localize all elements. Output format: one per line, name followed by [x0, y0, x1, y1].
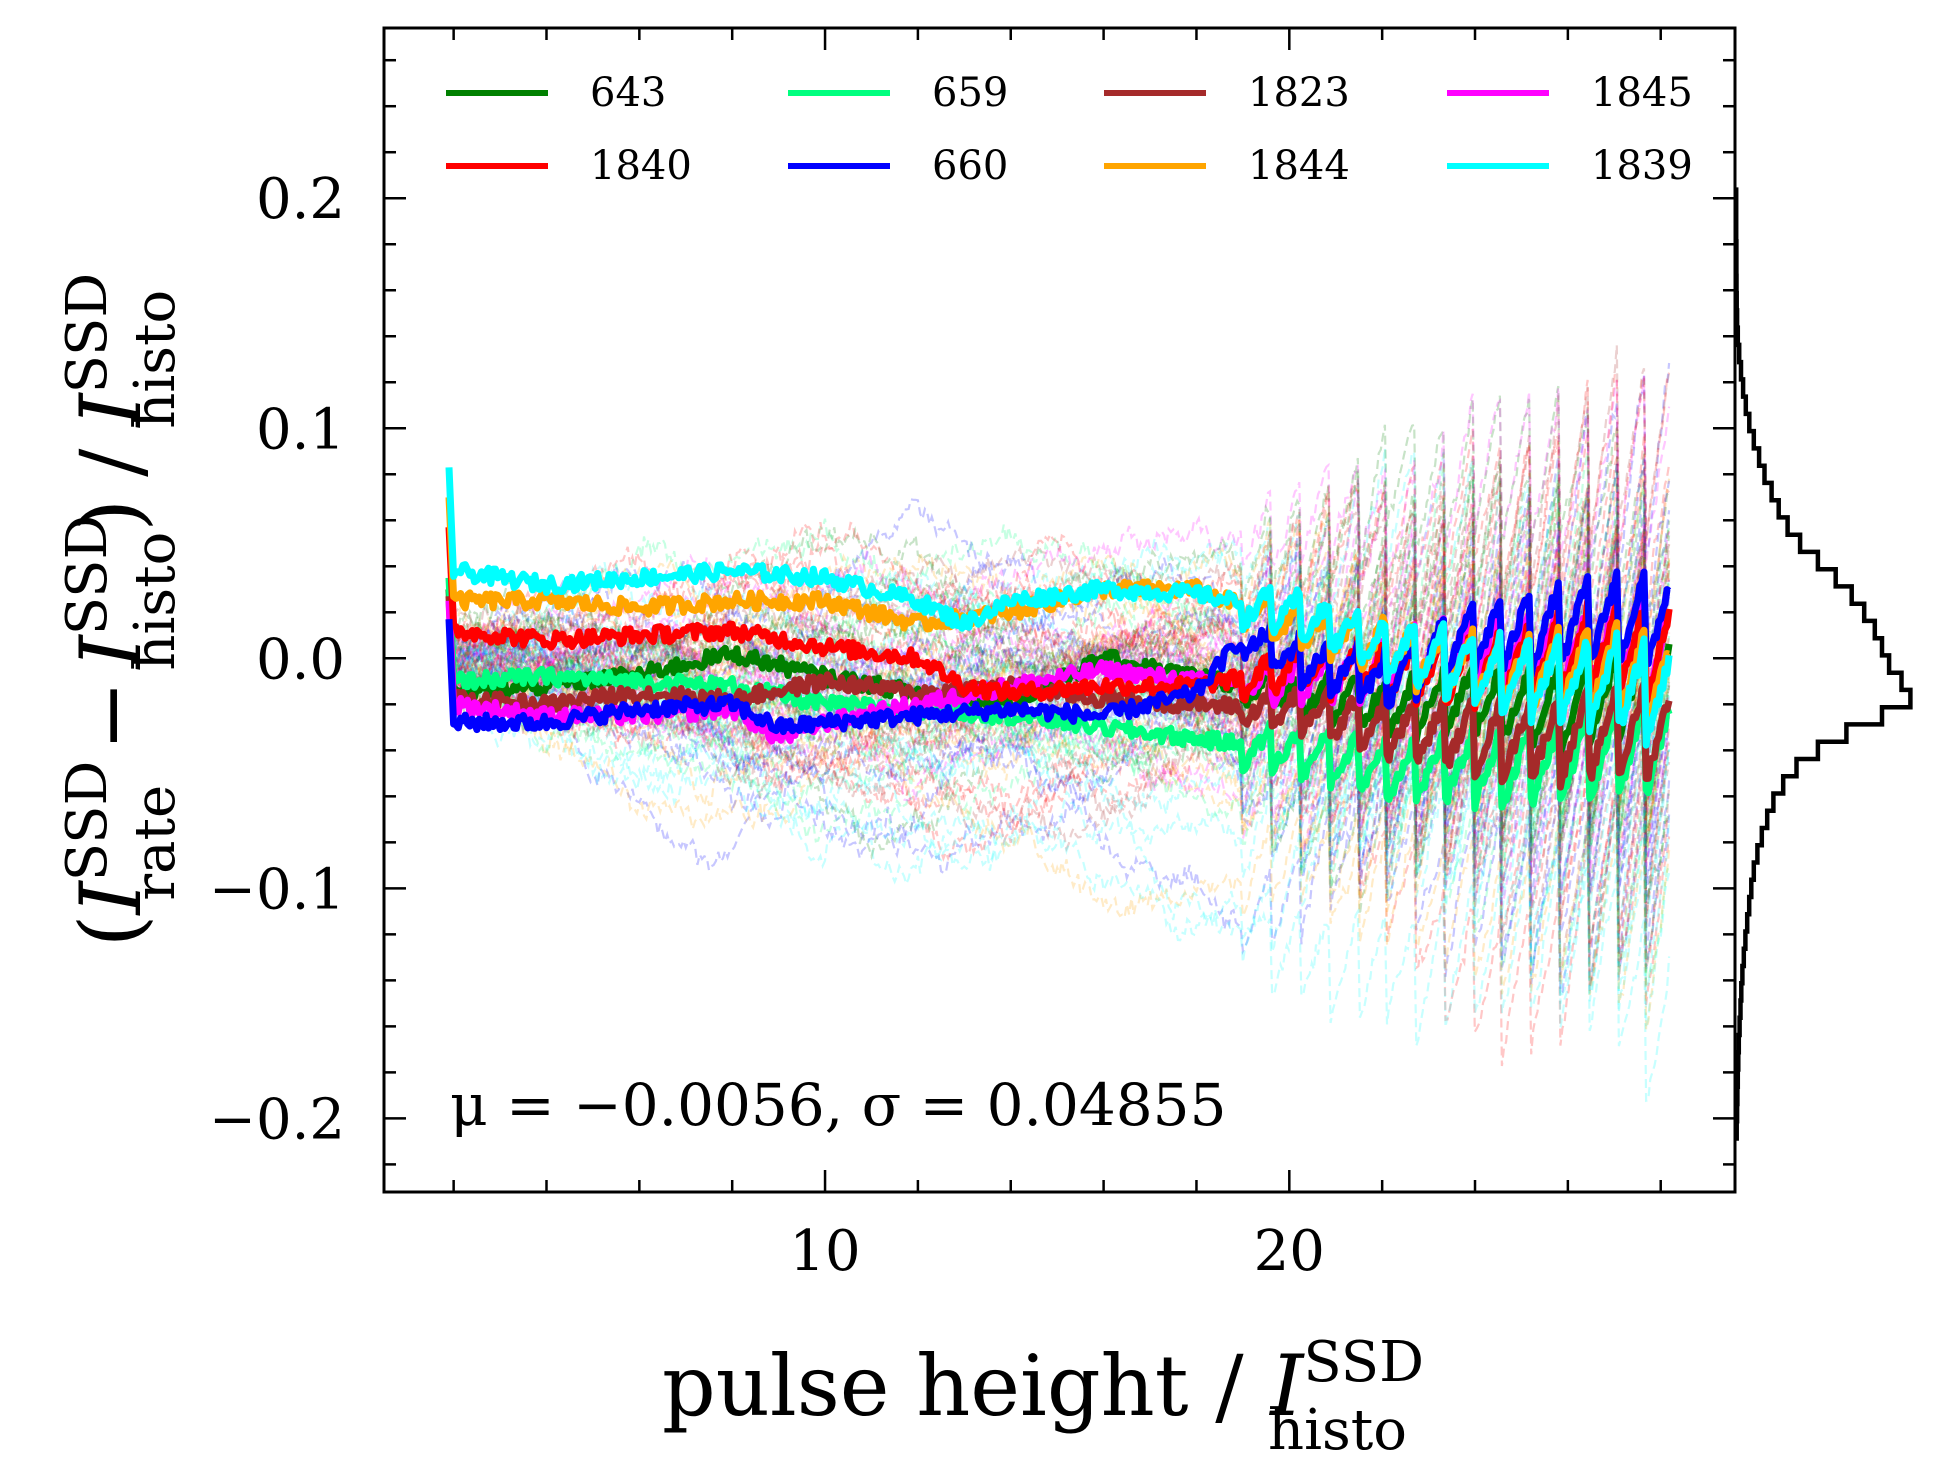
y-tick-label: −0.1: [209, 857, 345, 922]
background-trace: [447, 447, 1670, 726]
x-axis-label: pulse height / ISSD histo: [662, 1330, 1424, 1463]
axis-ticks: [384, 28, 1735, 1192]
x-label-sub: histo: [1268, 1398, 1407, 1463]
stats-annotation: μ = −0.0056, σ = 0.04855: [450, 1071, 1227, 1139]
y-label-sup-1: SSD: [55, 761, 120, 882]
x-tick-label: 20: [1254, 1219, 1325, 1284]
y-label-sub-2: histo: [123, 532, 188, 671]
legend-label-1823: 1823: [1248, 70, 1350, 116]
background-trace: [447, 476, 1671, 754]
background-trace: [447, 566, 1671, 985]
legend: 643 659 1823 1845 1840 660 1844 1839: [446, 70, 1693, 189]
legend-label-660: 660: [932, 143, 1008, 189]
marginal-histogram: [1733, 187, 1913, 1141]
x-label-sup: SSD: [1303, 1330, 1424, 1395]
series-line-1823: [445, 596, 1673, 791]
background-trace: [447, 580, 1671, 1006]
background-trace: [447, 598, 1671, 1047]
y-tick-label: 0.2: [256, 167, 345, 232]
axis-tick-labels: 10 20 −0.2 −0.1 0.0 0.1 0.2: [209, 167, 1325, 1284]
background-trace: [447, 546, 1671, 853]
svg-text:(ISSDrate−ISSDhisto)/ISSDhisto: (ISSDrate−ISSDhisto)/ISSDhisto: [55, 273, 188, 948]
background-trace: [447, 541, 1671, 933]
legend-label-1844: 1844: [1248, 143, 1350, 189]
plot-frame: [382, 26, 1737, 1194]
y-axis-label: (ISSDrate−ISSDhisto)/ISSDhisto: [55, 273, 188, 948]
background-trace: [447, 385, 1670, 788]
main-series: [445, 467, 1673, 813]
background-trace: [447, 375, 1671, 712]
legend-label-659: 659: [932, 70, 1008, 116]
background-trace: [447, 559, 1671, 956]
y-label-sub-3: histo: [123, 290, 188, 429]
series-line-1839: [445, 467, 1673, 749]
background-trace: [447, 570, 1671, 906]
y-tick-label: −0.2: [209, 1087, 345, 1152]
background-trace: [447, 569, 1671, 987]
y-label-sup-3: SSD: [55, 273, 120, 394]
histogram-outline: [1733, 187, 1913, 1141]
legend-label-643: 643: [590, 70, 666, 116]
background-trace: [447, 568, 1671, 970]
background-trace: [447, 524, 1671, 778]
y-label-sub-1: rate: [123, 785, 188, 901]
x-label-prefix: pulse height /: [662, 1337, 1270, 1435]
y-label-open: (: [62, 914, 160, 947]
y-tick-label: 0.1: [256, 397, 345, 462]
y-label-symbol-1: I: [62, 879, 160, 916]
background-trace: [447, 575, 1671, 963]
background-trace: [447, 567, 1671, 986]
y-label-sup-2: SSD: [55, 515, 120, 636]
series-line-660: [445, 568, 1672, 736]
background-trace: [447, 580, 1671, 1012]
y-label-symbol-2: I: [62, 633, 160, 670]
background-trace: [447, 345, 1671, 683]
legend-label-1839: 1839: [1591, 143, 1693, 189]
y-label-close: ): [62, 499, 160, 532]
series-line-659: [445, 577, 1673, 813]
legend-label-1840: 1840: [590, 143, 692, 189]
background-trace: [447, 569, 1671, 1030]
legend-label-1845: 1845: [1591, 70, 1693, 116]
y-label-slash: /: [62, 448, 160, 477]
y-label-minus: −: [62, 680, 160, 750]
background-trace: [447, 590, 1671, 857]
x-label-symbol: I: [1268, 1337, 1305, 1435]
background-trace: [447, 563, 1671, 840]
y-label-symbol-3: I: [62, 392, 160, 429]
x-tick-label: 10: [789, 1219, 860, 1284]
background-trace: [447, 571, 1671, 861]
background-trace: [447, 510, 1671, 932]
y-tick-label: 0.0: [256, 627, 345, 692]
